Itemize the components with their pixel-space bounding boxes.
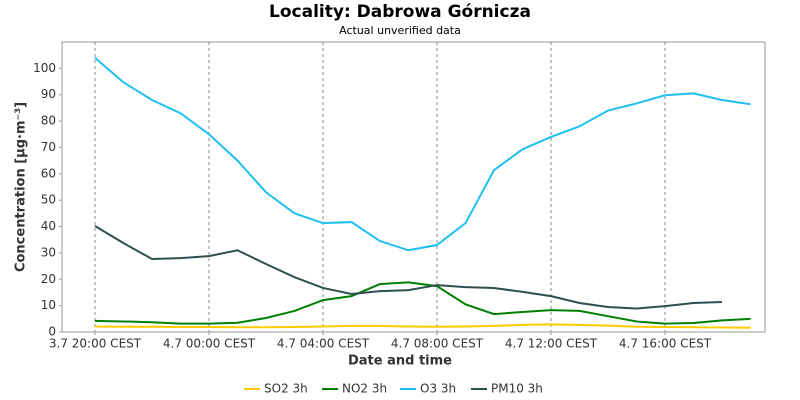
y-tick-label: 20 bbox=[41, 272, 56, 286]
series-line bbox=[94, 57, 751, 252]
x-tick-label: 4.7 00:00 CEST bbox=[163, 337, 256, 351]
y-tick-label: 90 bbox=[41, 87, 56, 101]
y-tick-label: 40 bbox=[41, 219, 56, 233]
chart-subtitle: Actual unverified data bbox=[339, 24, 461, 37]
legend-label: O3 3h bbox=[420, 382, 456, 396]
x-tick-label: 3.7 20:00 CEST bbox=[49, 337, 142, 351]
y-tick-label: 100 bbox=[33, 61, 56, 75]
legend-label: NO2 3h bbox=[342, 382, 387, 396]
legend-label: PM10 3h bbox=[491, 382, 543, 396]
y-tick-label: 50 bbox=[41, 193, 56, 207]
x-tick-label: 4.7 04:00 CEST bbox=[277, 337, 370, 351]
series-line bbox=[94, 323, 751, 329]
x-tick-label: 4.7 12:00 CEST bbox=[505, 337, 598, 351]
series-line bbox=[94, 225, 723, 310]
y-axis-title: Concentration [µg·m⁻³] bbox=[14, 102, 29, 272]
x-axis-title: Date and time bbox=[348, 354, 452, 369]
y-tick-label: 80 bbox=[41, 114, 56, 128]
y-tick-label: 10 bbox=[41, 298, 56, 312]
legend-label: SO2 3h bbox=[264, 382, 308, 396]
y-tick-label: 60 bbox=[41, 166, 56, 180]
chart-title: Locality: Dabrowa Górnicza bbox=[269, 2, 531, 22]
y-tick-label: 70 bbox=[41, 140, 56, 154]
x-tick-label: 4.7 16:00 CEST bbox=[619, 337, 712, 351]
series-line bbox=[94, 281, 751, 325]
x-tick-label: 4.7 08:00 CEST bbox=[391, 337, 484, 351]
y-tick-label: 30 bbox=[41, 245, 56, 259]
y-tick-label: 0 bbox=[48, 325, 56, 339]
